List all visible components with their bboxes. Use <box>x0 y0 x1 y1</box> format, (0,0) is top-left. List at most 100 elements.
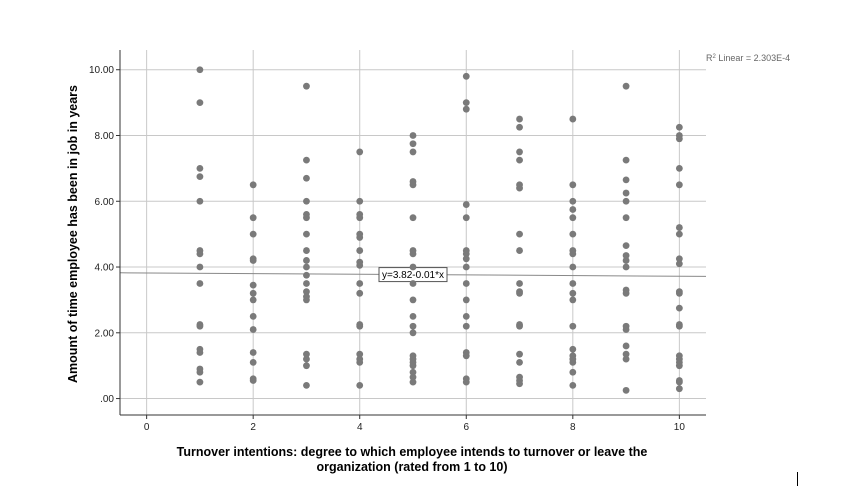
data-point <box>356 322 364 330</box>
data-point <box>409 280 417 287</box>
y-tick-label: 8.00 <box>95 131 115 142</box>
data-point <box>462 105 470 113</box>
data-point <box>516 358 523 366</box>
data-point <box>303 257 310 264</box>
data-point <box>516 148 523 156</box>
data-point <box>303 247 310 254</box>
x-tick-label: 0 <box>144 422 150 433</box>
data-point <box>516 156 523 164</box>
data-point <box>409 214 417 222</box>
data-point <box>249 296 257 304</box>
data-point <box>303 296 310 304</box>
data-point <box>356 247 364 254</box>
data-point <box>622 82 630 90</box>
data-point <box>196 197 204 205</box>
y-tick-label: 4.00 <box>95 263 115 274</box>
data-point <box>569 214 577 222</box>
data-point <box>675 378 683 386</box>
data-point <box>196 250 204 258</box>
data-point <box>303 355 310 363</box>
data-point <box>675 385 683 393</box>
data-point <box>303 382 310 389</box>
data-point <box>622 189 630 197</box>
data-point <box>303 263 310 271</box>
data-point <box>516 380 523 388</box>
data-point <box>303 174 310 182</box>
data-point <box>249 349 257 356</box>
data-point <box>622 350 630 358</box>
data-point <box>462 312 470 320</box>
data-point <box>409 181 417 189</box>
data-point <box>675 224 683 231</box>
x-tick-label: 6 <box>463 422 469 433</box>
data-point <box>462 352 470 360</box>
data-point <box>622 289 630 297</box>
data-point <box>675 322 683 330</box>
data-point <box>303 280 310 287</box>
data-point <box>569 358 577 366</box>
data-point <box>303 271 310 279</box>
r2-label: R2 Linear = 2.303E-4 <box>706 53 790 63</box>
data-point <box>462 263 470 271</box>
data-point <box>303 362 310 370</box>
data-point <box>409 296 417 304</box>
data-point <box>409 250 417 258</box>
data-point <box>622 386 630 394</box>
data-point <box>196 368 204 376</box>
x-tick-label: 2 <box>250 422 256 433</box>
data-point <box>462 201 470 208</box>
data-point <box>462 296 470 304</box>
data-point <box>569 181 577 189</box>
data-point <box>569 115 577 123</box>
data-point <box>569 197 577 205</box>
data-points <box>196 66 683 394</box>
data-point <box>409 368 417 376</box>
data-point <box>462 72 470 80</box>
data-point <box>303 230 310 238</box>
data-point <box>303 82 310 90</box>
data-point <box>356 214 364 222</box>
data-point <box>196 99 204 107</box>
data-point <box>303 350 310 358</box>
data-point <box>622 342 630 350</box>
data-point <box>462 322 470 330</box>
data-point <box>516 123 523 131</box>
data-point <box>249 214 257 222</box>
data-point <box>196 164 204 172</box>
data-point <box>409 362 417 370</box>
data-point <box>516 115 523 123</box>
data-point <box>569 230 577 238</box>
data-point <box>356 261 364 269</box>
data-point <box>569 206 577 213</box>
data-point <box>622 176 630 184</box>
data-point <box>675 304 683 312</box>
data-point <box>462 378 470 386</box>
data-point <box>569 280 577 287</box>
data-point <box>356 350 364 358</box>
data-point <box>249 230 257 238</box>
data-point <box>675 362 683 370</box>
data-point <box>303 197 310 205</box>
x-tick-label: 4 <box>357 422 363 433</box>
data-point <box>303 288 310 296</box>
y-tick-label: 10.00 <box>89 65 114 76</box>
data-point <box>356 382 364 389</box>
data-point <box>249 377 257 384</box>
data-point <box>249 281 257 289</box>
x-tick-label: 8 <box>570 422 576 433</box>
data-point <box>249 326 257 333</box>
data-point <box>516 350 523 358</box>
data-point <box>622 252 630 259</box>
data-point <box>622 263 630 271</box>
data-point <box>249 358 257 366</box>
data-point <box>356 197 364 205</box>
data-point <box>249 289 257 297</box>
data-point <box>622 326 630 333</box>
y-axis-title: Amount of time employee has been in job … <box>66 85 80 383</box>
data-point <box>569 289 577 297</box>
data-point <box>249 257 257 264</box>
data-point <box>409 373 417 381</box>
data-point <box>409 140 417 148</box>
